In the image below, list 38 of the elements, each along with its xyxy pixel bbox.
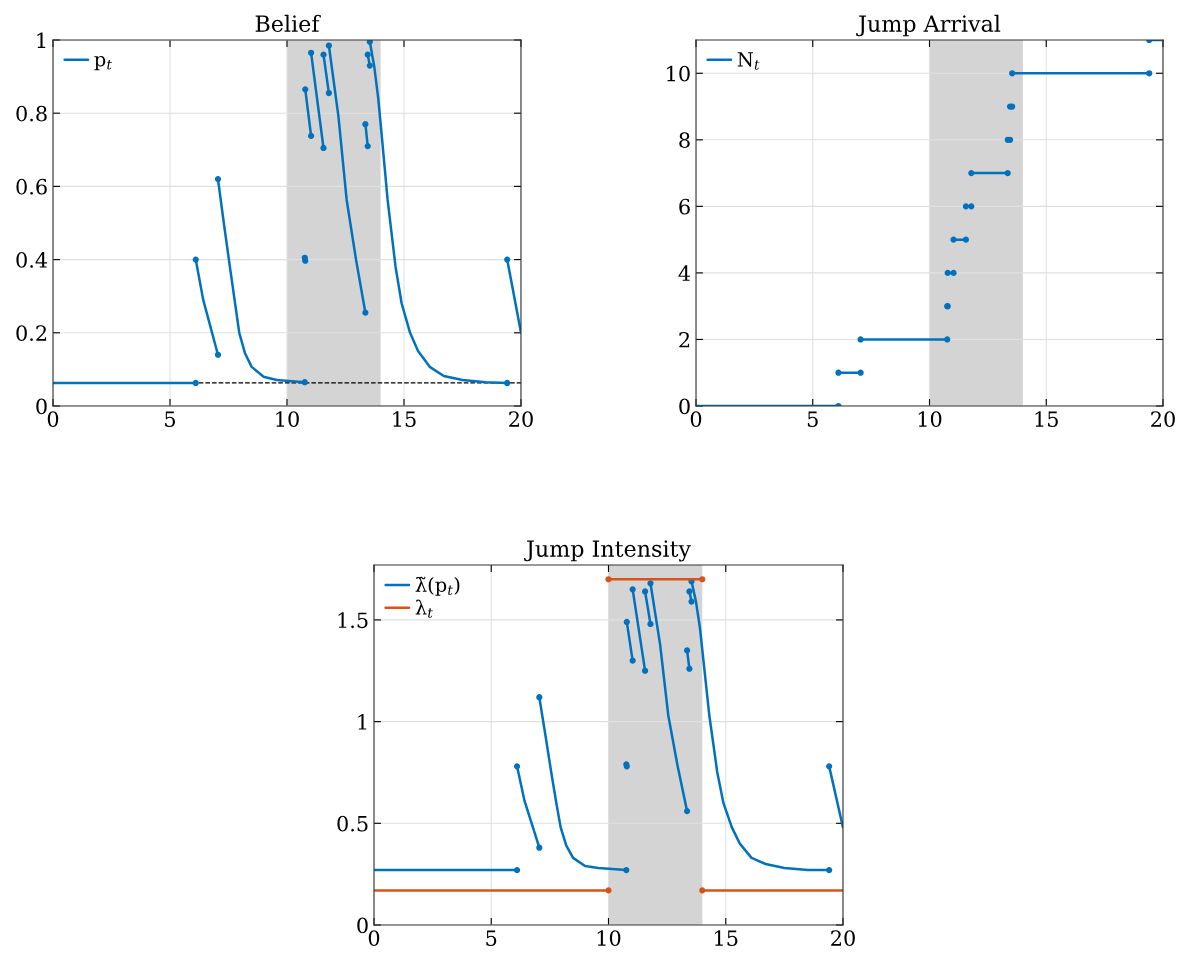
legend-label: N$_{t}$ [737,52,760,70]
y-tick-label: 0.8 [16,105,47,122]
x-tick-label: 20 [509,411,533,427]
x-tick-label: 5 [486,930,497,946]
y-tick-label: 2 [679,331,690,348]
y-tick-label: 1 [358,714,367,730]
y-tick-label: 6 [679,198,690,215]
x-tick-label: 5 [165,411,176,427]
chart-title: Jump Intensity [524,540,691,562]
y-tick-label: 8 [679,132,690,149]
chart-title: Belief [255,14,321,32]
x-tick-label: 10 [918,411,942,427]
y-tick-label: 0 [357,917,368,934]
legend-label: λ$_{t}$ [415,599,433,618]
y-tick-label: 10 [667,65,690,82]
y-tick-label: 0.5 [337,815,368,832]
y-tick-label: 0.4 [16,252,48,268]
x-tick-label: 15 [393,411,416,427]
x-tick-label: 0 [690,411,702,427]
chart-title: Jump Arrival [856,14,1001,37]
x-tick-label: 5 [807,411,818,427]
x-tick-label: 0 [368,930,380,946]
x-tick-label: 0 [47,411,59,427]
y-tick-label: 1.5 [338,612,368,629]
y-tick-label: 1 [37,32,46,48]
x-tick-label: 20 [831,930,855,946]
legend-label: λ̃(p$_{t}$) [415,576,460,596]
y-tick-label: 0 [679,398,690,415]
x-tick-label: 15 [715,930,738,946]
legend-label: p$_{t}$ [94,55,112,71]
x-tick-label: 20 [1151,411,1175,427]
x-tick-label: 10 [276,411,299,427]
y-tick-label: 0.6 [16,178,47,195]
x-tick-label: 15 [1035,411,1058,427]
y-tick-label: 0 [36,398,47,415]
y-tick-label: 0.2 [16,325,47,342]
y-tick-label: 4 [678,265,691,281]
x-tick-label: 10 [597,930,621,946]
